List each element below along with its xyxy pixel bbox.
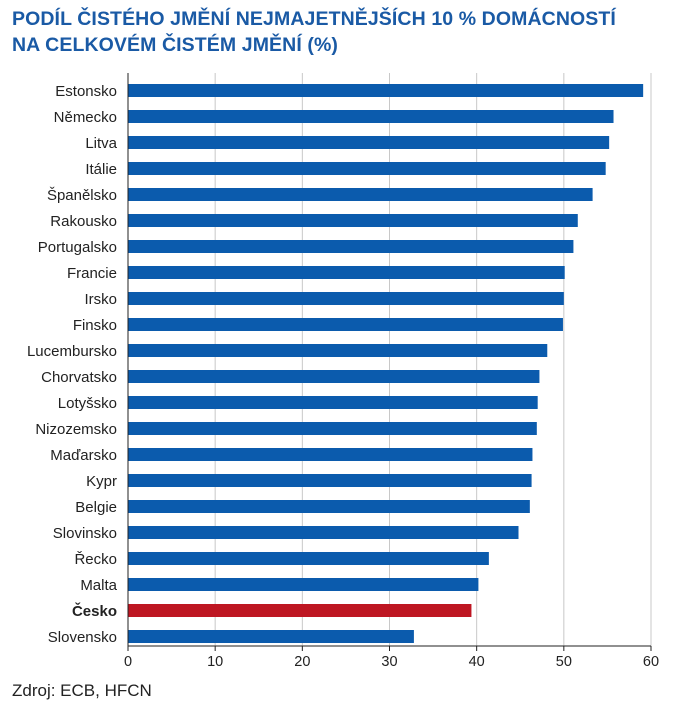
- bar-slovinsko: [128, 526, 519, 539]
- bar-estonsko: [128, 84, 644, 97]
- category-label-italie: Itálie: [85, 161, 117, 178]
- category-label-cesko: Česko: [72, 602, 117, 620]
- x-tick-label-60: 60: [643, 654, 659, 670]
- category-label-recko: Řecko: [74, 551, 117, 568]
- chart-title-line-1: PODÍL ČISTÉHO JMĚNÍ NEJMAJETNĚJŠÍCH 10 %…: [12, 8, 616, 30]
- category-label-nizozemsko: Nizozemsko: [35, 421, 117, 438]
- category-label-madarsko: Maďarsko: [50, 447, 117, 464]
- bar-finsko: [128, 318, 563, 331]
- bar-spanelsko: [128, 188, 593, 201]
- bar-portugalsko: [128, 240, 574, 253]
- category-label-portugalsko: Portugalsko: [38, 239, 117, 256]
- category-label-slovinsko: Slovinsko: [53, 525, 117, 542]
- category-label-irsko: Irsko: [84, 291, 117, 308]
- category-label-slovensko: Slovensko: [48, 629, 117, 646]
- category-label-kypr: Kypr: [86, 473, 117, 490]
- bar-chart: Estonsko Německo Litva Itálie Španělsko Rakou…: [27, 73, 659, 670]
- bar-lucembursko: [128, 344, 548, 357]
- category-label-lucembursko: Lucembursko: [27, 343, 117, 360]
- bar-francie: [128, 266, 565, 279]
- category-label-spanelsko: Španělsko: [47, 187, 117, 204]
- bar-chorvatsko: [128, 370, 540, 383]
- category-label-chorvatsko: Chorvatsko: [41, 369, 117, 386]
- category-label-malta: Malta: [80, 577, 117, 594]
- category-label-nemecko: Německo: [54, 109, 117, 126]
- category-label-lotyssko: Lotyšsko: [58, 395, 117, 412]
- chart-title-line-2: NA CELKOVÉM ČISTÉM JMĚNÍ (%): [12, 34, 339, 56]
- bar-irsko: [128, 292, 564, 305]
- bar-madarsko: [128, 448, 533, 461]
- x-tick-label-10: 10: [207, 654, 223, 670]
- x-tick-label-40: 40: [469, 654, 485, 670]
- x-tick-label-0: 0: [124, 654, 132, 670]
- bar-malta: [128, 578, 479, 591]
- bar-nizozemsko: [128, 422, 537, 435]
- x-tick-label-20: 20: [294, 654, 310, 670]
- bar-litva: [128, 136, 610, 149]
- source-note: Zdroj: ECB, HFCN: [12, 681, 152, 700]
- category-label-belgie: Belgie: [75, 499, 117, 516]
- category-label-rakousko: Rakousko: [50, 213, 117, 230]
- category-label-finsko: Finsko: [73, 317, 117, 334]
- chart-title: PODÍL ČISTÉHO JMĚNÍ NEJMAJETNĚJŠÍCH 10 %…: [12, 6, 662, 58]
- category-label-francie: Francie: [67, 265, 117, 282]
- category-label-estonsko: Estonsko: [55, 83, 117, 100]
- bar-nemecko: [128, 110, 614, 123]
- bar-recko: [128, 552, 489, 565]
- category-label-litva: Litva: [85, 135, 117, 152]
- bar-slovensko: [128, 630, 414, 643]
- bar-lotyssko: [128, 396, 538, 409]
- bar-rakousko: [128, 214, 578, 227]
- bar-kypr: [128, 474, 532, 487]
- bar-cesko: [128, 604, 472, 617]
- bar-italie: [128, 162, 606, 175]
- x-tick-label-30: 30: [381, 654, 397, 670]
- bar-belgie: [128, 500, 530, 513]
- x-tick-label-50: 50: [556, 654, 572, 670]
